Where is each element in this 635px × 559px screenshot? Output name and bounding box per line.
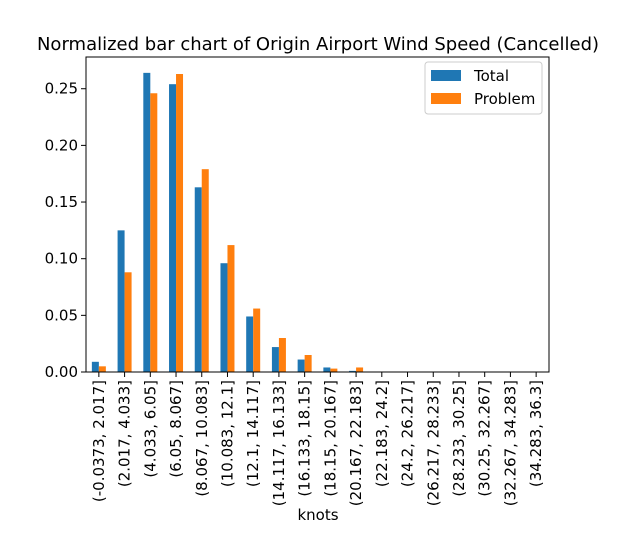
y-tick-label: 0.25 xyxy=(45,80,78,98)
x-axis-label: knots xyxy=(297,506,338,524)
y-tick-label: 0.05 xyxy=(45,306,78,324)
x-axis: (-0.0373, 2.017] (2.017, 4.033] (4.033, 6.… xyxy=(90,372,545,506)
bar-total-4 xyxy=(194,187,202,372)
bar-problem-1 xyxy=(124,272,132,372)
chart-title: Normalized bar chart of Origin Airport W… xyxy=(37,34,599,55)
legend-label-total: Total xyxy=(473,67,509,85)
x-tick-label: (34.283, 36.3] xyxy=(527,380,545,487)
x-tick-label: (14.117, 16.133] xyxy=(270,380,288,506)
bar-problem-9 xyxy=(330,368,338,372)
x-tick-label: (4.033, 6.05] xyxy=(141,380,159,478)
bar-total-1 xyxy=(117,230,125,372)
y-tick-label: 0.20 xyxy=(45,136,78,154)
bar-total-9 xyxy=(323,367,331,372)
y-axis: 0.00 0.05 0.10 0.15 0.20 0.25 xyxy=(45,80,86,381)
bar-total-3 xyxy=(169,84,177,372)
x-tick-label: (8.067, 10.083] xyxy=(193,380,211,497)
bar-problem-3 xyxy=(176,74,184,372)
x-tick-label: (26.217, 28.233] xyxy=(424,380,442,506)
legend: Total Problem xyxy=(424,61,543,115)
bar-problem-4 xyxy=(201,169,209,372)
y-tick-label: 0.15 xyxy=(45,193,78,211)
x-tick-label: (10.083, 12.1] xyxy=(218,380,236,487)
bar-total-6 xyxy=(246,316,254,372)
legend-swatch-problem xyxy=(431,93,461,104)
x-tick-label: (28.233, 30.25] xyxy=(450,380,468,497)
x-tick-label: (-0.0373, 2.017] xyxy=(90,380,108,502)
legend-label-problem: Problem xyxy=(474,90,535,108)
bar-total-10 xyxy=(349,370,357,372)
bar-problem-5 xyxy=(227,245,235,372)
x-tick-label: (12.1, 14.117] xyxy=(244,380,262,487)
bar-problem-6 xyxy=(253,308,261,372)
bar-problem-7 xyxy=(278,338,286,372)
x-tick-label: (6.05, 8.067] xyxy=(167,380,185,478)
y-tick-label: 0.10 xyxy=(45,250,78,268)
bar-total-5 xyxy=(220,263,228,372)
x-tick-label: (24.2, 26.217] xyxy=(399,380,417,487)
bar-problem-2 xyxy=(150,93,158,372)
x-tick-label: (18.15, 20.167] xyxy=(321,380,339,497)
y-tick-label: 0.00 xyxy=(45,363,78,381)
bar-total-0 xyxy=(91,361,99,372)
x-tick-label: (20.167, 22.183] xyxy=(347,380,365,506)
bar-problem-8 xyxy=(304,355,312,372)
bar-total-7 xyxy=(271,347,279,372)
bar-problem-10 xyxy=(356,367,364,372)
legend-swatch-total xyxy=(431,70,461,81)
plot-frame xyxy=(85,56,550,373)
x-tick-label: (30.25, 32.267] xyxy=(476,380,494,497)
bar-total-2 xyxy=(143,72,151,373)
x-tick-label: (32.267, 34.283] xyxy=(501,380,519,506)
x-tick-label: (22.183, 24.2] xyxy=(373,380,391,487)
bar-total-8 xyxy=(297,359,305,372)
bars-group xyxy=(91,72,408,373)
bar-problem-0 xyxy=(98,366,106,372)
x-tick-label: (16.133, 18.15] xyxy=(296,380,314,497)
x-tick-label: (2.017, 4.033] xyxy=(116,380,134,487)
